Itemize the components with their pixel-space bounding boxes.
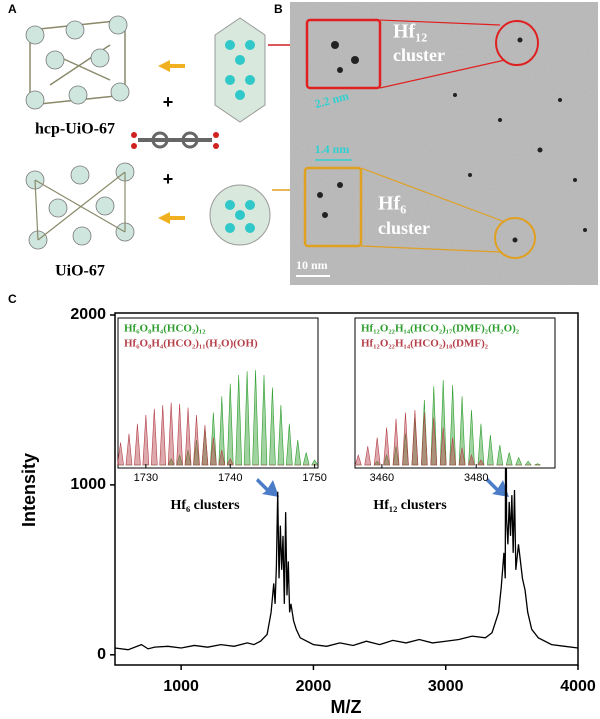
isotope-peak <box>392 418 400 466</box>
inset-x-tick-label: 3460 <box>370 472 394 484</box>
linker <box>131 131 219 149</box>
structure-label: UiO-67 <box>55 263 105 280</box>
arrow <box>256 478 279 497</box>
isotope-peak <box>411 409 419 466</box>
isotope-peak <box>468 453 475 466</box>
isotope-peak <box>201 424 209 466</box>
isotope-peak <box>125 433 133 466</box>
annotation: Hf₆ clusters <box>170 498 240 513</box>
inset-legend: Hf₆O₈H₄(HCO₂)₁₁(H₂O)(OH) <box>124 338 258 350</box>
isotope-peak <box>439 427 447 466</box>
cluster-label: Hf₆ <box>378 193 406 215</box>
y-tick-label: 2000 <box>70 306 106 323</box>
isotope-peak <box>458 447 466 466</box>
isotope-peak <box>430 417 438 466</box>
highlight <box>495 20 539 66</box>
x-tick-label: 3000 <box>428 678 464 695</box>
tem-noise <box>290 2 598 285</box>
inset-x-tick-label: 1730 <box>134 472 158 484</box>
isotope-peak <box>176 403 183 466</box>
panel-b: B Hf₁₂ cluster 2.2 nm 1.4 nm Hf₆ cluster… <box>274 2 598 285</box>
arrow <box>486 478 509 497</box>
y-tick-label: 0 <box>97 646 106 663</box>
cluster-label: cluster <box>378 218 430 238</box>
panel-label: A <box>8 2 17 16</box>
x-axis-label: M/Z <box>331 697 362 717</box>
zoom-box <box>305 18 382 90</box>
isotope-peak <box>167 402 175 466</box>
y-tick-label: 1000 <box>70 476 106 493</box>
isotope-peak <box>354 453 362 466</box>
inset-x-tick-label: 3480 <box>464 472 488 484</box>
inset-legend: Hf₆O₈H₄(HCO₂)₁₂ <box>124 323 206 335</box>
inset-legend: Hf₁₂O₂₂H₁₄(HCO₂)₁₈(DMF)₂ <box>361 338 489 350</box>
isotope-peak <box>364 446 372 466</box>
cluster-label: Hf₁₂ <box>393 21 427 43</box>
highlight <box>494 217 536 259</box>
cluster-label: cluster <box>393 45 445 65</box>
panel-label: C <box>8 292 17 306</box>
plus: + <box>163 169 174 189</box>
isotope-peak <box>184 407 192 466</box>
panel-label: B <box>274 2 283 16</box>
isotope-peak <box>210 437 217 466</box>
isotope-peak <box>449 437 456 466</box>
isotope-peak <box>134 423 141 466</box>
structure-label: hcp-UiO-67 <box>35 121 115 138</box>
isotope-peak <box>159 404 167 466</box>
x-tick-label: 2000 <box>296 678 332 695</box>
arrow <box>158 212 185 224</box>
isotope-peak <box>117 442 124 466</box>
inset-legend: Hf₁₂O₂₂H₁₄(HCO₂)₁₇(DMF)₂(H₂O)₂ <box>361 323 520 335</box>
isotope-peak <box>193 414 200 466</box>
arrow <box>158 60 185 72</box>
panel-a: A hcp-UiO-67 UiO-67 + + <box>8 2 300 280</box>
annotation: Hf₁₂ clusters <box>373 498 447 513</box>
y-axis-label: Intensity <box>19 453 39 527</box>
isotope-peak <box>402 412 409 466</box>
plus: + <box>163 92 174 112</box>
isotope-peak <box>421 412 428 466</box>
panel-c: C Intensity M/Z Hf₆ clusters Hf₁₂ cluste… <box>8 292 579 717</box>
inset-x-tick-label: 1750 <box>302 472 326 484</box>
isotope-peak <box>477 459 485 466</box>
isotope-peak <box>373 437 381 466</box>
zoom-box <box>303 166 363 248</box>
cluster-hf6 <box>209 184 271 246</box>
spectrum-line <box>114 318 579 651</box>
scale-label: 10 nm <box>296 258 328 272</box>
inset-x-tick-label: 1740 <box>218 472 242 484</box>
cluster-hf12 <box>214 17 266 123</box>
x-tick-label: 1000 <box>163 678 199 695</box>
isotope-peak <box>383 427 390 466</box>
inset-frame <box>117 317 319 469</box>
isotope-peak <box>218 449 226 466</box>
isotope-peak <box>150 408 158 466</box>
size-label: 1.4 nm <box>315 142 350 156</box>
plot-frame <box>114 312 579 666</box>
x-tick-label: 4000 <box>560 678 596 695</box>
